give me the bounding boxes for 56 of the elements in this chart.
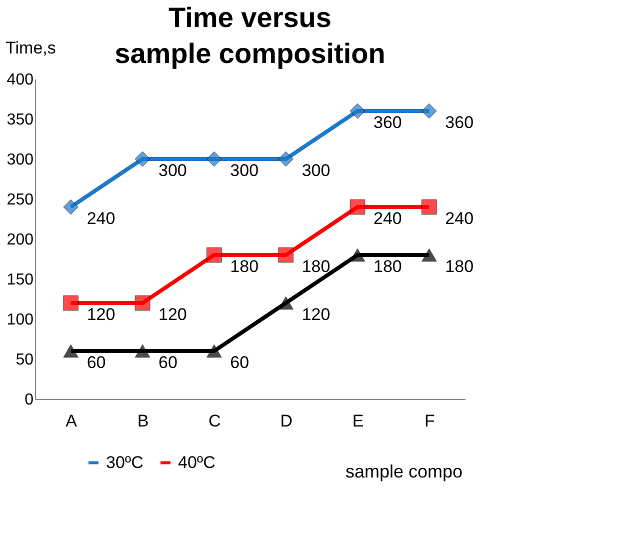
data-label: 180 — [374, 257, 402, 276]
point — [134, 344, 150, 358]
point — [350, 199, 366, 215]
point — [63, 199, 78, 215]
data-label: 360 — [374, 113, 402, 132]
x-tick-label: C — [208, 412, 221, 430]
point — [350, 103, 366, 119]
data-label: 60 — [86, 353, 106, 372]
point — [278, 151, 294, 167]
x-axis-title: sample compo — [346, 462, 463, 482]
y-tick-label: 200 — [6, 232, 34, 248]
data-label: 180 — [302, 257, 330, 276]
data-label: 180 — [445, 257, 474, 276]
y-tick-label: 50 — [16, 352, 34, 368]
point — [422, 199, 437, 215]
y-tick-label: 350 — [6, 112, 34, 128]
data-label: 240 — [86, 209, 116, 228]
y-tick-label: 400 — [6, 72, 34, 88]
data-label: 120 — [302, 305, 330, 324]
data-label: 60 — [158, 353, 178, 372]
legend-label: 40ºC — [178, 452, 216, 472]
data-label: 120 — [158, 305, 187, 324]
data-label: 300 — [158, 161, 187, 180]
data-label: 360 — [445, 113, 474, 132]
y-tick-label: 150 — [6, 272, 34, 288]
y-axis-title: Time,s — [6, 38, 56, 58]
data-label: 240 — [445, 209, 474, 228]
x-tick-label: D — [280, 412, 292, 430]
chart-title: Time versus sample composition — [114, 2, 386, 69]
y-tick-label: 100 — [6, 312, 34, 328]
x-tick-label: B — [137, 412, 149, 430]
x-tick-label: F — [424, 412, 435, 430]
point — [422, 103, 437, 119]
data-label: 300 — [230, 161, 259, 180]
data-label: 120 — [86, 305, 116, 324]
point — [134, 151, 150, 167]
point — [63, 344, 78, 358]
data-label: 240 — [374, 209, 402, 228]
point — [206, 344, 222, 358]
point — [422, 248, 437, 262]
y-tick-label: 300 — [6, 152, 34, 168]
point — [206, 151, 222, 167]
point — [134, 295, 150, 311]
point — [278, 247, 294, 263]
point — [63, 295, 78, 311]
point — [350, 248, 366, 262]
y-tick-label: 0 — [24, 392, 34, 408]
data-label: 300 — [302, 161, 330, 180]
data-label: 60 — [230, 353, 250, 372]
x-tick-label: E — [352, 412, 364, 430]
y-tick-label: 250 — [6, 192, 34, 208]
legend-label: 30ºC — [106, 452, 144, 472]
point — [206, 247, 222, 263]
x-tick-label: A — [66, 412, 78, 430]
data-label: 180 — [230, 257, 259, 276]
point — [278, 296, 294, 310]
